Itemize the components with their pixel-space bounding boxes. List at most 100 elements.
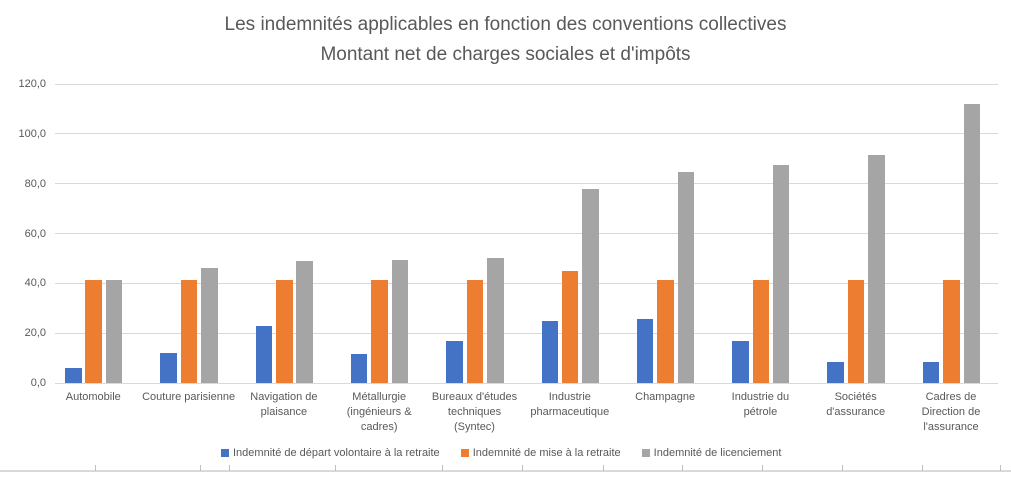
bar xyxy=(827,362,844,383)
legend-swatch xyxy=(460,449,469,457)
spreadsheet-column-tick xyxy=(522,465,523,471)
y-tick-label: 80,0 xyxy=(24,177,46,190)
bar xyxy=(943,280,960,383)
y-tick-label: 120,0 xyxy=(18,78,46,90)
bar xyxy=(350,354,368,383)
x-category-label-line: Industrie xyxy=(548,391,591,403)
x-category-label-line: Champagne xyxy=(635,391,696,403)
spreadsheet-column-tick xyxy=(229,465,230,471)
x-category-label: Automobile xyxy=(33,390,153,405)
bar xyxy=(201,268,218,383)
bar xyxy=(105,280,123,383)
x-category-label-line: Sociétés xyxy=(834,391,877,403)
legend-label: Indemnité de licenciement xyxy=(653,447,782,459)
spreadsheet-column-tick xyxy=(335,465,336,471)
spreadsheet-column-tick xyxy=(842,465,843,471)
x-category-label-line: Direction de xyxy=(921,406,981,418)
x-category-label: Industrie pharmaceutique xyxy=(510,390,630,420)
x-category-label: Bureaux d'études techniques (Syntec) xyxy=(415,390,535,435)
legend-label: Indemnité de mise à la retraite xyxy=(472,447,621,459)
bar xyxy=(371,280,388,383)
x-category-label-line: techniques xyxy=(447,406,502,418)
spreadsheet-row-border xyxy=(0,470,1011,472)
legend-swatch xyxy=(641,449,650,457)
bar xyxy=(180,280,198,383)
bar xyxy=(732,341,749,383)
x-category-label-line: pétrole xyxy=(743,406,778,418)
legend-swatch xyxy=(221,449,229,457)
bar xyxy=(561,271,579,383)
x-category-label: Sociétés d'assurance xyxy=(796,390,916,420)
bar xyxy=(65,368,82,383)
chart-title-line2: Montant net de charges sociales et d'imp… xyxy=(320,44,691,65)
gridline xyxy=(55,382,998,384)
bar xyxy=(446,341,463,383)
y-tick-label: 0,0 xyxy=(30,377,46,389)
x-category-label: Champagne xyxy=(605,390,725,405)
x-category-label: Métallurgie (ingénieurs & cadres) xyxy=(319,390,439,435)
gridline xyxy=(55,133,998,135)
x-category-label-line: pharmaceutique xyxy=(530,406,610,418)
chart-title-line1: Les indemnités applicables en fonction d… xyxy=(224,14,787,35)
y-tick-label: 40,0 xyxy=(24,277,46,290)
x-category-label: Couture parisienne xyxy=(129,390,249,405)
spreadsheet-column-tick xyxy=(762,465,763,471)
x-category-label-line: Navigation de xyxy=(250,391,318,403)
gridline xyxy=(55,332,998,334)
chart-title: Les indemnités applicables en fonction d… xyxy=(0,10,1011,70)
bar xyxy=(466,280,484,383)
spreadsheet-column-tick xyxy=(922,465,923,471)
bar xyxy=(255,326,273,383)
x-category-label-line: Cadres de xyxy=(925,391,977,403)
bar xyxy=(657,280,674,383)
x-category-label-line: l'assurance xyxy=(923,421,979,433)
x-category-label-line: (Syntec) xyxy=(454,421,495,433)
x-category-label: Navigation de plaisance xyxy=(224,390,344,420)
spreadsheet-column-tick xyxy=(95,465,96,471)
bar xyxy=(677,172,695,383)
gridline xyxy=(55,233,998,234)
bar xyxy=(276,280,293,383)
x-category-label-line: Couture parisienne xyxy=(142,391,236,403)
spreadsheet-column-tick xyxy=(1000,465,1001,471)
bar xyxy=(636,319,654,383)
x-category-label-line: Automobile xyxy=(65,391,121,403)
x-category-label: Industrie du pétrole xyxy=(700,390,820,420)
x-category-label-line: (ingénieurs & xyxy=(346,406,412,418)
bar xyxy=(296,261,313,383)
bar xyxy=(541,321,558,383)
bar xyxy=(847,280,865,383)
legend-item: Indemnité de mise à la retraite xyxy=(460,447,621,459)
x-category-label-line: Bureaux d'études xyxy=(431,391,518,403)
legend-label: Indemnité de départ volontaire à la retr… xyxy=(233,447,440,459)
y-tick-label: 100,0 xyxy=(18,127,46,140)
bar xyxy=(868,155,885,383)
x-category-label-line: Industrie du xyxy=(731,391,790,403)
legend: Indemnité de départ volontaire à la retr… xyxy=(221,446,781,460)
spreadsheet-column-tick xyxy=(682,465,683,471)
gridline xyxy=(55,282,998,284)
x-category-label: Cadres de Direction de l'assurance xyxy=(891,390,1011,435)
spreadsheet-column-tick xyxy=(200,465,201,471)
legend-item: Indemnité de licenciement xyxy=(641,447,782,459)
bar xyxy=(582,189,599,383)
x-category-label-line: plaisance xyxy=(260,406,308,418)
gridline xyxy=(55,83,998,85)
bar xyxy=(922,362,940,383)
bar xyxy=(963,104,980,383)
y-tick-label: 20,0 xyxy=(24,327,46,340)
y-tick-label: 60,0 xyxy=(24,227,46,240)
bar xyxy=(487,258,504,383)
x-category-label-line: cadres) xyxy=(360,421,398,433)
x-category-label-line: Métallurgie xyxy=(352,391,407,403)
bar xyxy=(752,280,769,383)
spreadsheet-column-tick xyxy=(603,465,604,471)
bar xyxy=(772,165,790,383)
legend-item: Indemnité de départ volontaire à la retr… xyxy=(221,447,440,459)
gridline xyxy=(55,183,998,185)
bar xyxy=(391,260,409,383)
x-category-label-line: d'assurance xyxy=(826,406,886,418)
spreadsheet-column-tick xyxy=(442,465,443,471)
bar xyxy=(160,353,177,383)
